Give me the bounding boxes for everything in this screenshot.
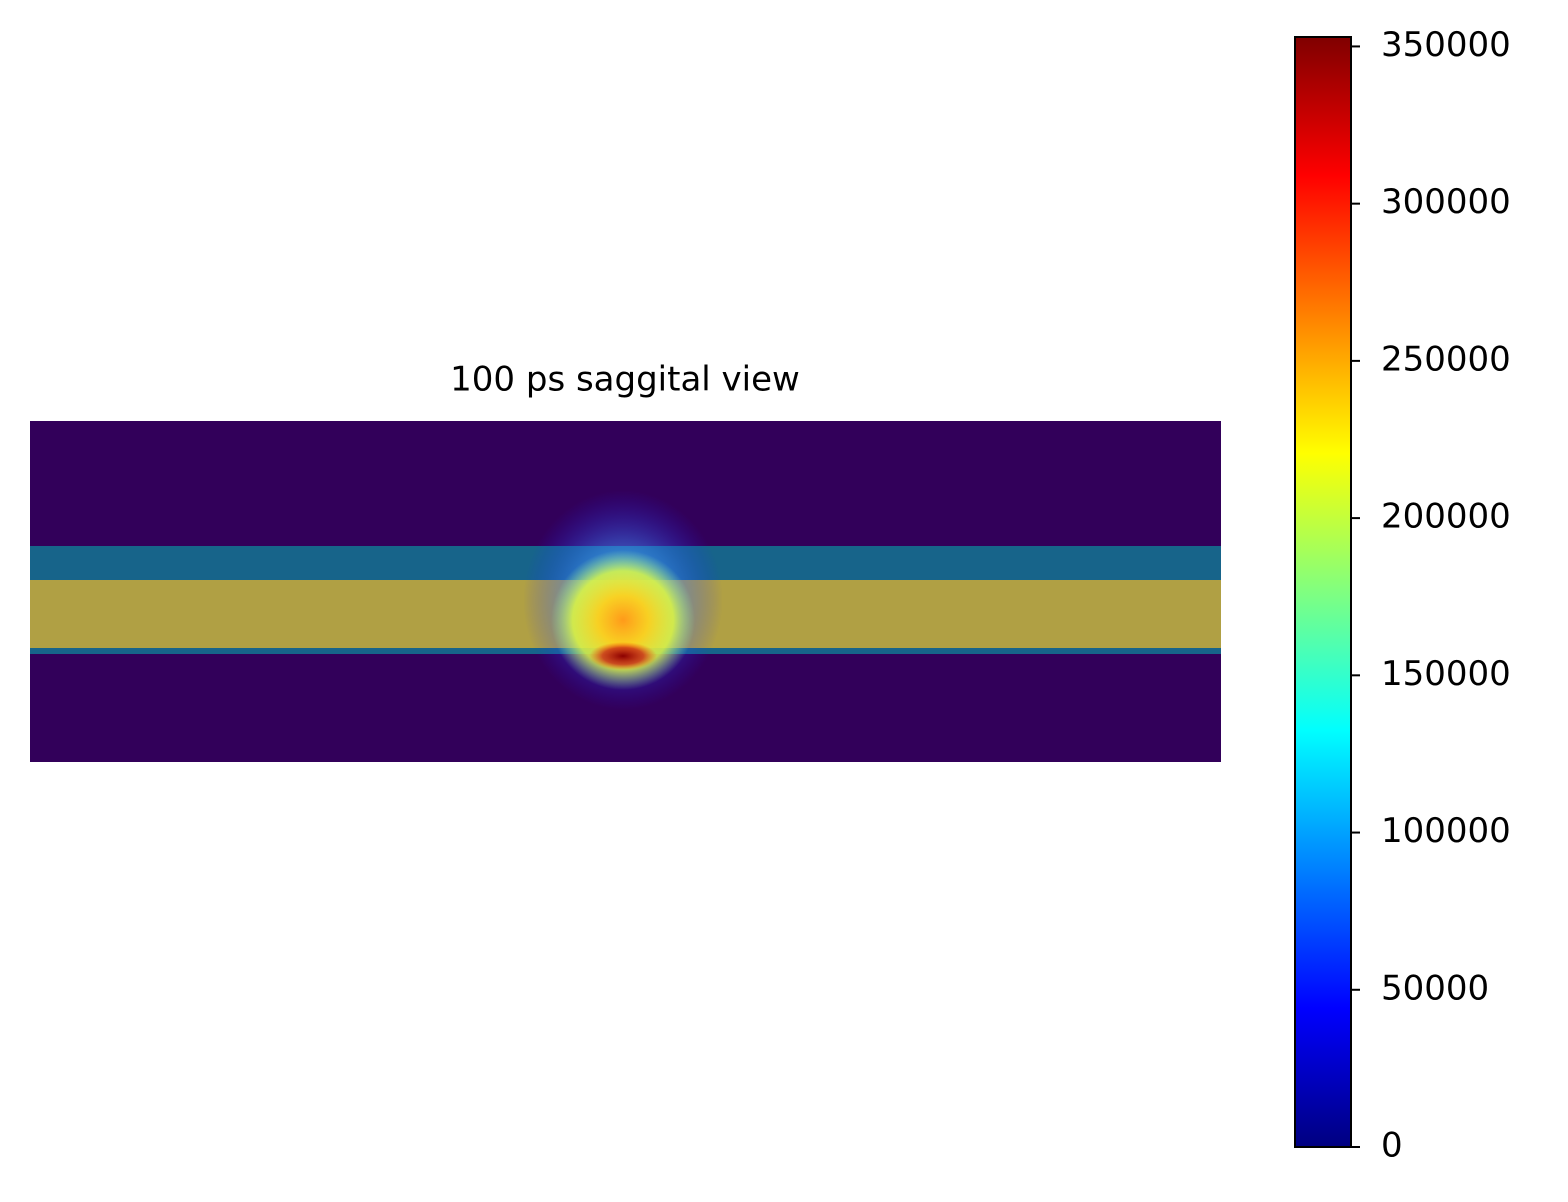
colorbar-tick-label: 300000 <box>1381 182 1511 222</box>
colorbar <box>1294 36 1352 1148</box>
colorbar-tick-label: 350000 <box>1381 25 1511 65</box>
signal-core <box>551 550 695 690</box>
chart-title: 100 ps saggital view <box>450 360 800 400</box>
colorbar-tick-label: 100000 <box>1381 811 1511 851</box>
colorbar-tick-label: 200000 <box>1381 497 1511 537</box>
heatmap-image <box>30 421 1221 762</box>
colorbar-tick-label: 0 <box>1381 1126 1403 1166</box>
signal-peak <box>589 642 657 670</box>
colorbar-tick-label: 250000 <box>1381 339 1511 379</box>
colorbar-tick-label: 50000 <box>1381 968 1489 1008</box>
colorbar-tick-label: 150000 <box>1381 654 1511 694</box>
